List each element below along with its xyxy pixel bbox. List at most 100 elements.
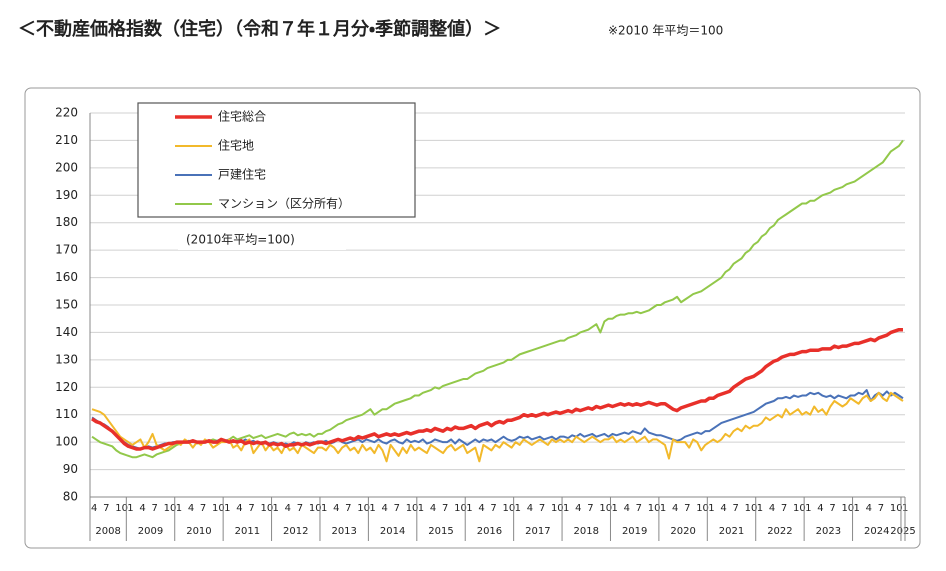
x-tick-label: 7 [297,503,303,514]
legend-box [137,102,416,218]
x-tick-label: 1 [757,503,763,514]
x-tick-label: 1 [854,503,860,514]
x-tick-label: 1 [708,503,714,514]
x-tick-label: 7 [442,503,448,514]
x-tick-label: 7 [684,503,690,514]
year-label: 2022 [767,526,792,537]
x-tick-label: 4 [720,503,726,514]
year-label: 2011 [235,526,260,537]
year-label: 2023 [816,526,841,537]
x-tick-label: 1 [369,503,375,514]
x-tick-label: 1 [660,503,666,514]
year-label: 2016 [477,526,502,537]
x-tick-label: 1 [176,503,182,514]
x-tick-label: 10 [648,503,661,514]
annotation-bg [178,230,346,250]
x-tick-label: 10 [115,503,128,514]
x-tick-label: 7 [587,503,593,514]
year-label: 2025 [890,526,915,537]
x-tick-label: 7 [878,503,884,514]
x-tick-label: 1 [418,503,424,514]
y-tick-label: 160 [55,270,78,284]
year-label: 2012 [283,526,308,537]
x-tick-label: 7 [152,503,158,514]
x-tick-label: 4 [672,503,678,514]
x-tick-label: 10 [164,503,177,514]
x-tick-label: 1 [273,503,279,514]
x-tick-label: 4 [769,503,775,514]
year-label: 2013 [331,526,356,537]
x-tick-label: 4 [624,503,630,514]
legend-label: マンション（区分所有） [218,197,350,211]
x-tick-label: 10 [454,503,467,514]
x-tick-label: 1 [515,503,521,514]
legend-label: 住宅地 [218,139,254,153]
legend-label: 住宅総合 [218,109,266,124]
x-tick-label: 10 [503,503,516,514]
x-tick-label: 7 [200,503,206,514]
y-tick-label: 110 [55,407,78,421]
x-tick-label: 7 [103,503,109,514]
x-tick-label: 4 [139,503,145,514]
x-tick-label: 7 [490,503,496,514]
x-tick-label: 7 [733,503,739,514]
y-tick-label: 150 [55,298,78,312]
chart-title: ＜不動産価格指数（住宅）（令和７年１月分・季節調整値）＞ [18,18,501,40]
x-tick-label: 10 [696,503,709,514]
x-tick-label: 10 [890,503,903,514]
year-label: 2018 [574,526,599,537]
year-label: 2009 [138,526,163,537]
y-tick-label: 200 [55,160,78,174]
x-tick-label: 1 [563,503,569,514]
year-label: 2021 [719,526,744,537]
x-tick-label: 4 [817,503,823,514]
chart-frame [24,87,921,549]
year-label: 2024 [864,526,889,537]
series-line [91,391,904,463]
legend-label: 戸建住宅 [218,168,266,182]
x-tick-label: 7 [781,503,787,514]
annotation: (2010年平均=100) [186,233,295,247]
year-label: 2010 [186,526,211,537]
x-tick-label: 4 [285,503,291,514]
x-tick-label: 7 [829,503,835,514]
x-tick-label: 1 [321,503,327,514]
x-tick-label: 10 [357,503,370,514]
x-tick-label: 4 [188,503,194,514]
x-tick-label: 1 [805,503,811,514]
x-tick-label: 4 [381,503,387,514]
x-tick-label: 4 [527,503,533,514]
year-label: 2019 [622,526,647,537]
x-tick-label: 7 [636,503,642,514]
x-tick-label: 10 [406,503,419,514]
y-tick-label: 180 [55,215,78,229]
x-tick-label: 7 [345,503,351,514]
year-label: 2014 [380,526,405,537]
x-tick-label: 1 [611,503,617,514]
x-tick-label: 7 [539,503,545,514]
year-label: 2008 [95,526,120,537]
x-tick-label: 10 [745,503,758,514]
x-tick-label: 7 [248,503,254,514]
x-tick-label: 7 [394,503,400,514]
x-tick-label: 10 [793,503,806,514]
y-tick-label: 190 [55,188,78,202]
x-tick-label: 10 [841,503,854,514]
x-tick-label: 4 [866,503,872,514]
x-tick-label: 1 [224,503,230,514]
x-tick-label: 10 [551,503,564,514]
y-tick-label: 130 [55,352,78,366]
y-tick-label: 120 [55,380,78,394]
x-tick-label: 4 [91,503,97,514]
year-label: 2020 [670,526,695,537]
y-tick-label: 140 [55,325,78,339]
x-tick-label: 4 [430,503,436,514]
x-tick-label: 4 [575,503,581,514]
x-tick-label: 10 [260,503,273,514]
x-tick-label: 1 [127,503,133,514]
x-tick-label: 4 [478,503,484,514]
y-tick-label: 100 [55,435,78,449]
x-tick-label: 1 [466,503,472,514]
